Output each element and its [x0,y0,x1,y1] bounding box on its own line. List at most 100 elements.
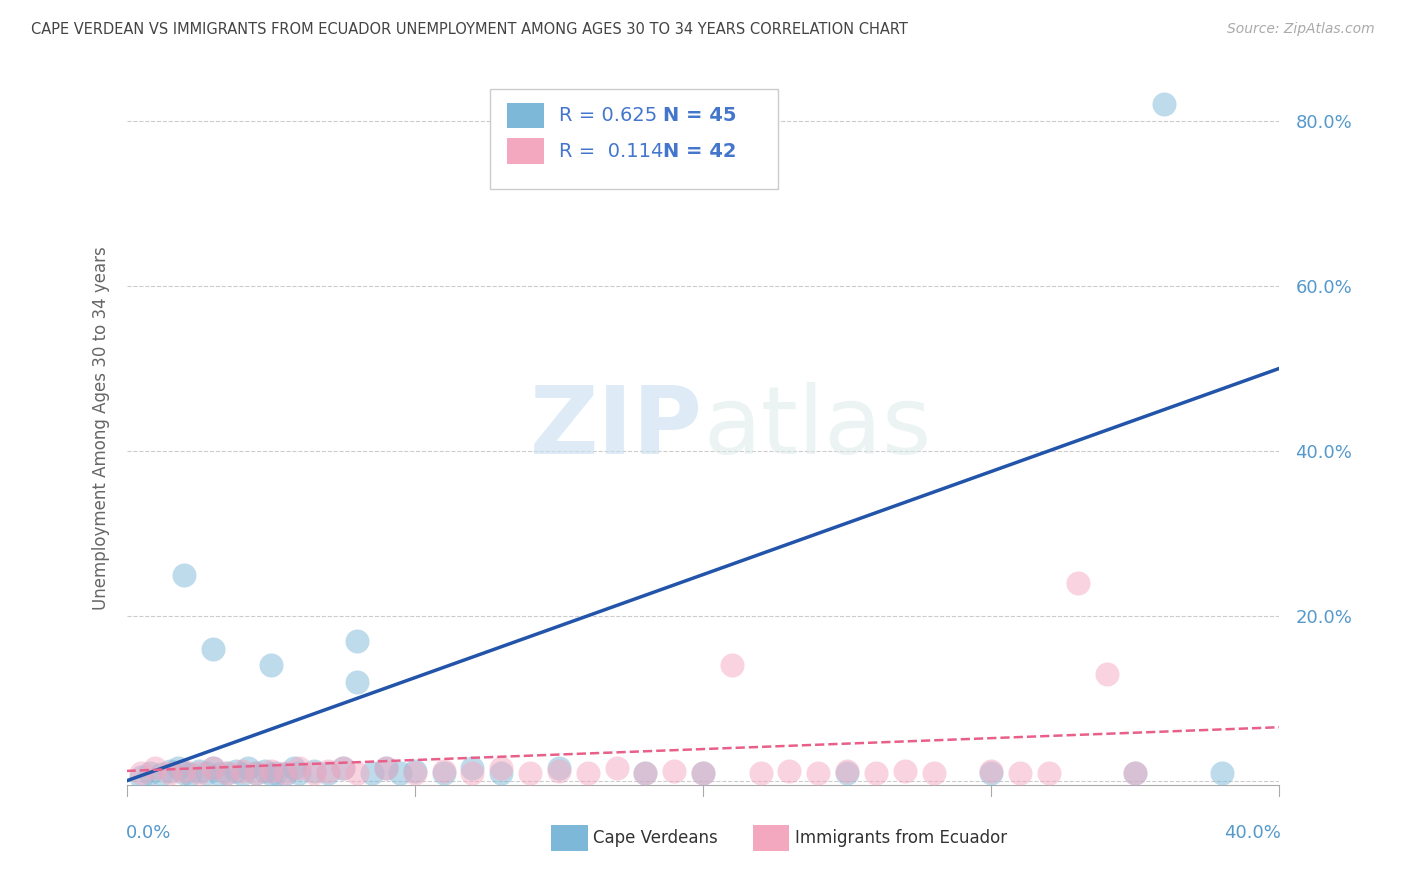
FancyBboxPatch shape [508,103,544,128]
Point [195,765,218,780]
Point [202,641,225,656]
Point [159,765,181,780]
Point [548,764,571,778]
FancyBboxPatch shape [508,138,544,164]
Point [980,765,1002,780]
Text: 0.0%: 0.0% [125,824,170,842]
Point [302,765,325,780]
Point [664,764,686,778]
Point [138,765,160,780]
Point [283,762,305,776]
Point [360,765,382,780]
Point [779,764,801,778]
Point [173,765,195,780]
Point [236,762,259,776]
Point [374,762,398,776]
Text: N = 45: N = 45 [662,106,737,125]
Point [433,764,456,778]
Point [253,764,276,778]
Text: CAPE VERDEAN VS IMMIGRANTS FROM ECUADOR UNEMPLOYMENT AMONG AGES 30 TO 34 YEARS C: CAPE VERDEAN VS IMMIGRANTS FROM ECUADOR … [31,22,908,37]
Point [145,762,166,776]
Point [835,765,858,780]
Point [922,765,945,780]
Point [491,765,513,780]
Point [202,762,225,776]
Point [225,764,247,778]
Text: R =  0.114: R = 0.114 [560,142,664,161]
Point [606,762,628,776]
Point [894,764,917,778]
Point [129,765,152,780]
Point [288,765,311,780]
Point [167,762,190,776]
Point [1038,765,1060,780]
Point [266,765,288,780]
Point [274,765,297,780]
Point [187,765,209,780]
Point [692,765,714,780]
Point [173,764,195,778]
Text: Immigrants from Ecuador: Immigrants from Ecuador [796,829,1007,847]
Point [129,770,152,784]
Point [231,764,253,778]
Point [217,765,239,780]
Point [346,765,368,780]
Point [807,765,830,780]
Point [208,767,231,781]
Point [461,765,484,780]
Point [835,764,858,778]
Point [318,765,340,780]
Point [519,765,541,780]
Point [288,762,311,776]
Point [202,762,225,776]
Point [332,762,354,776]
Point [1095,666,1118,681]
Point [1125,765,1147,780]
Point [1067,575,1090,590]
Point [245,765,267,780]
Point [259,767,281,781]
Point [461,762,484,776]
Text: Cape Verdeans: Cape Verdeans [593,829,718,847]
Point [576,765,599,780]
Point [634,765,657,780]
Point [1125,765,1147,780]
Point [346,633,368,648]
Point [548,762,571,776]
Point [374,762,398,776]
FancyBboxPatch shape [551,825,588,851]
Point [318,764,340,778]
Point [187,764,209,778]
Point [217,765,239,780]
Point [634,765,657,780]
Point [259,764,281,778]
Point [245,765,267,780]
Point [1153,97,1175,112]
Text: Source: ZipAtlas.com: Source: ZipAtlas.com [1227,22,1375,37]
Text: 40.0%: 40.0% [1223,824,1281,842]
Point [720,658,742,673]
Point [404,765,426,780]
Y-axis label: Unemployment Among Ages 30 to 34 years: Unemployment Among Ages 30 to 34 years [91,246,110,610]
Point [302,764,325,778]
Point [274,767,297,781]
Text: N = 42: N = 42 [662,142,737,161]
Point [159,764,181,778]
Point [173,567,195,582]
Point [332,762,354,776]
FancyBboxPatch shape [489,89,778,189]
Point [1211,765,1233,780]
Point [179,767,201,781]
Point [259,658,281,673]
Point [346,674,368,689]
Point [491,762,513,776]
Point [1010,765,1032,780]
Text: atlas: atlas [703,382,931,475]
Point [404,764,426,778]
Text: R = 0.625: R = 0.625 [560,106,657,125]
Point [980,764,1002,778]
Point [150,767,173,781]
Point [749,765,772,780]
Point [389,765,412,780]
Point [692,765,714,780]
